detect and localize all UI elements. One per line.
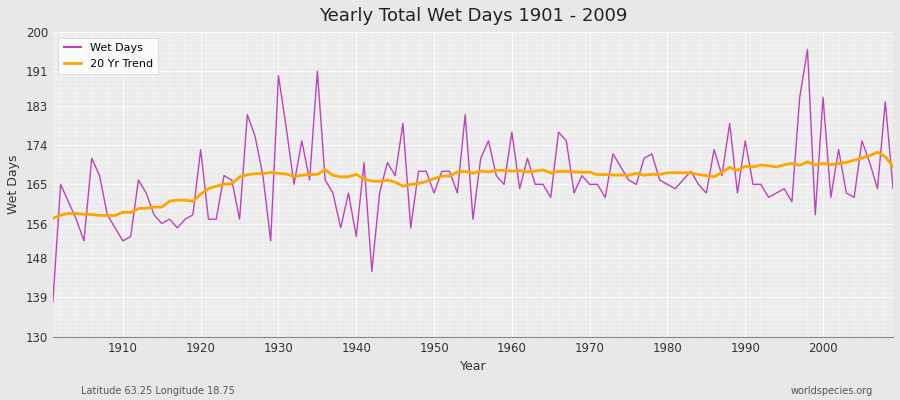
Text: Latitude 63.25 Longitude 18.75: Latitude 63.25 Longitude 18.75 <box>81 386 235 396</box>
X-axis label: Year: Year <box>460 360 486 373</box>
Legend: Wet Days, 20 Yr Trend: Wet Days, 20 Yr Trend <box>58 38 158 74</box>
Title: Yearly Total Wet Days 1901 - 2009: Yearly Total Wet Days 1901 - 2009 <box>319 7 627 25</box>
Text: worldspecies.org: worldspecies.org <box>791 386 873 396</box>
Y-axis label: Wet Days: Wet Days <box>7 154 20 214</box>
